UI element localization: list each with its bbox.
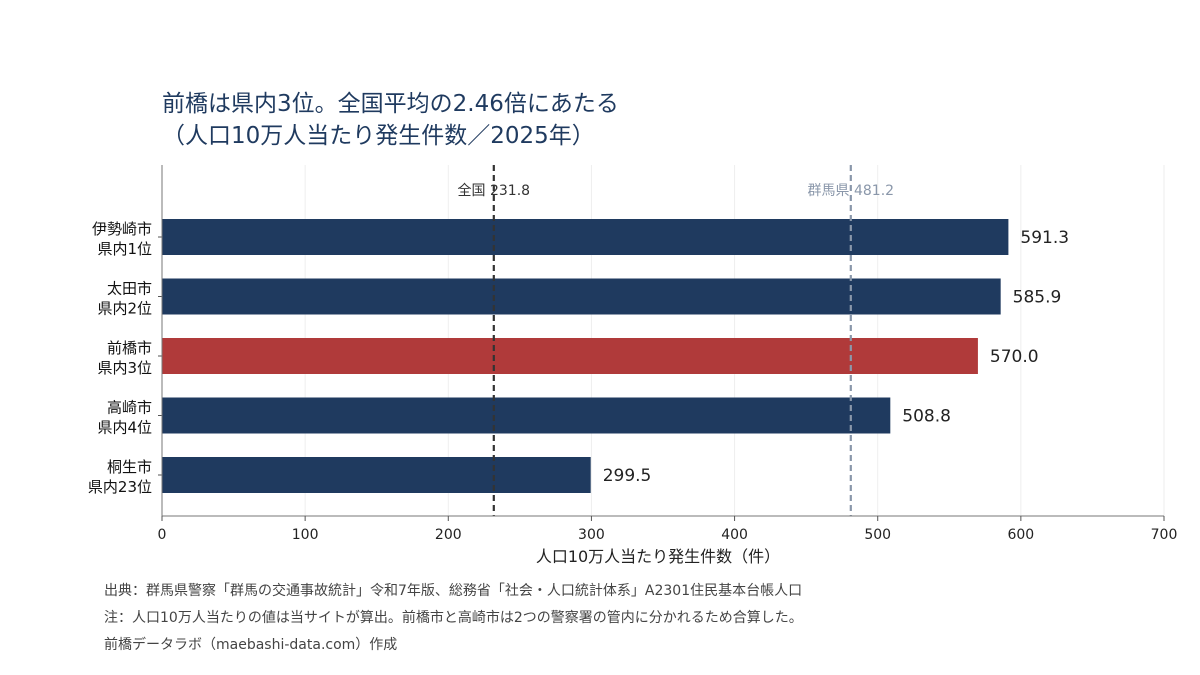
category-rank-label: 県内1位 <box>97 240 152 258</box>
bar <box>162 457 591 493</box>
x-tick-label: 700 <box>1151 527 1178 543</box>
value-label: 508.8 <box>902 407 951 427</box>
bar <box>162 338 978 374</box>
chart-title: 前橋は県内3位。全国平均の2.46倍にあたる <box>162 91 619 117</box>
x-axis-label: 人口10万人当たり発生件数（件） <box>536 547 780 566</box>
x-tick-label: 200 <box>435 527 462 543</box>
x-tick-label: 300 <box>578 527 605 543</box>
category-name-label: 前橋市 <box>107 339 152 357</box>
value-label: 591.3 <box>1020 228 1069 248</box>
value-label: 299.5 <box>603 466 652 486</box>
value-label: 585.9 <box>1013 288 1062 308</box>
x-tick-label: 0 <box>158 527 167 543</box>
x-tick-label: 400 <box>721 527 748 543</box>
bars: 591.3 585.9 570.0 508.8 299.5 <box>162 219 1069 493</box>
category-rank-label: 県内2位 <box>97 300 152 318</box>
category-name-label: 伊勢崎市 <box>92 220 152 238</box>
reference-line-label: 全国 231.8 <box>458 182 531 199</box>
reference-lines: 全国 231.8 群馬県 481.2 <box>458 165 895 516</box>
x-tick-label: 500 <box>864 527 891 543</box>
chart-title-block: 前橋は県内3位。全国平均の2.46倍にあたる （人口10万人当たり発生件数／20… <box>162 88 619 152</box>
value-label: 570.0 <box>990 347 1039 367</box>
x-tick-label: 100 <box>292 527 319 543</box>
source-note: 出典：群馬県警察「群馬の交通事故統計」令和7年版、総務省「社会・人口統計体系」A… <box>104 583 803 599</box>
category-rank-label: 県内4位 <box>97 419 152 437</box>
method-note: 注：人口10万人当たりの値は当サイトが算出。前橋市と高崎市は2つの警察署の管内に… <box>104 610 803 626</box>
category-name-label: 太田市 <box>107 280 152 298</box>
footnotes: 出典：群馬県警察「群馬の交通事故統計」令和7年版、総務省「社会・人口統計体系」A… <box>104 580 803 661</box>
chart-subtitle: （人口10万人当たり発生件数／2025年） <box>162 123 595 149</box>
category-rank-label: 県内23位 <box>88 478 152 496</box>
bar <box>162 397 891 434</box>
x-tick-label: 600 <box>1007 527 1034 543</box>
credit-note: 前橋データラボ（maebashi-data.com）作成 <box>104 637 398 653</box>
category-name-label: 桐生市 <box>107 458 152 476</box>
category-name-label: 高崎市 <box>107 399 152 417</box>
reference-line-label: 群馬県 481.2 <box>808 183 895 199</box>
category-rank-label: 県内3位 <box>97 359 152 377</box>
bar <box>162 219 1009 255</box>
bar <box>162 278 1001 315</box>
